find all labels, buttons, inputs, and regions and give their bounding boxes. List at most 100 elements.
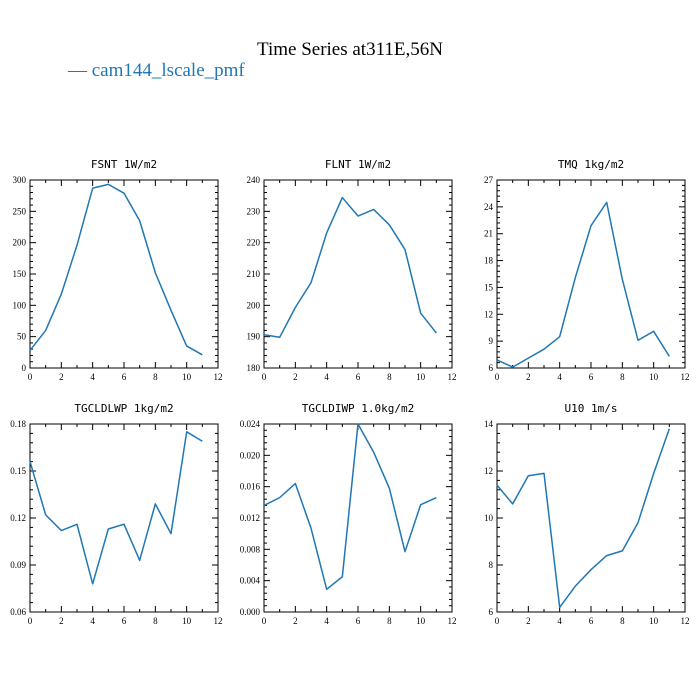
y-tick-label: 0.016 [240, 482, 261, 492]
x-tick-label: 6 [356, 616, 361, 626]
x-tick-label: 8 [153, 372, 158, 382]
y-tick-label: 0.012 [240, 513, 260, 523]
y-tick-label: 8 [489, 560, 494, 570]
y-tick-label: 9 [489, 336, 494, 346]
y-tick-label: 0.000 [240, 607, 261, 617]
y-tick-label: 230 [247, 206, 261, 216]
subplot-1: FSNT 1W/m2 0 2 4 6 8 10 12 0 50 100 150 200 250 300 [13, 158, 223, 382]
subplot-title: TGCLDLWP 1kg/m2 [74, 402, 173, 415]
y-tick-label: 0.008 [240, 544, 261, 554]
plot-frame [29, 179, 219, 369]
y-tick-label: 0.12 [10, 513, 26, 523]
x-tick-label: 12 [681, 372, 690, 382]
y-tick-label: 21 [484, 229, 493, 239]
y-tick-label: 200 [247, 300, 261, 310]
x-tick-label: 8 [620, 372, 625, 382]
y-tick-label: 50 [17, 332, 27, 342]
y-tick-label: 12 [484, 466, 493, 476]
x-tick-label: 0 [28, 372, 33, 382]
subplot-2: FLNT 1W/m2 0 2 4 6 8 10 12 180 190 200 210 220 230 240 [247, 158, 457, 382]
subplot-title: TMQ 1kg/m2 [558, 158, 624, 171]
x-tick-label: 4 [90, 372, 95, 382]
series-line [263, 196, 437, 339]
x-tick-label: 8 [153, 616, 158, 626]
y-tick-label: 0.09 [10, 560, 26, 570]
x-tick-label: 2 [293, 372, 298, 382]
y-tick-label: 18 [484, 256, 494, 266]
y-tick-label: 190 [247, 332, 261, 342]
series-line [496, 428, 671, 609]
x-tick-label: 8 [387, 372, 392, 382]
y-tick-label: 0.06 [10, 607, 26, 617]
x-tick-label: 2 [293, 616, 298, 626]
x-tick-label: 10 [182, 616, 192, 626]
x-tick-label: 0 [495, 616, 500, 626]
x-tick-label: 4 [324, 372, 329, 382]
plot-frame [263, 179, 453, 369]
subplot-6: U10 1m/s 0 2 4 6 8 10 12 6 8 10 12 14 [484, 402, 690, 626]
x-tick-label: 4 [324, 616, 329, 626]
y-tick-label: 150 [13, 269, 27, 279]
x-tick-label: 6 [589, 372, 594, 382]
y-tick-label: 6 [489, 607, 494, 617]
x-tick-label: 8 [620, 616, 625, 626]
x-tick-label: 0 [262, 372, 267, 382]
x-tick-label: 2 [526, 372, 531, 382]
y-tick-label: 200 [13, 238, 27, 248]
y-tick-label: 0.024 [240, 419, 261, 429]
y-tick-label: 0.18 [10, 419, 26, 429]
x-tick-label: 6 [122, 616, 127, 626]
y-tick-label: 12 [484, 309, 493, 319]
x-tick-label: 2 [526, 616, 531, 626]
y-tick-label: 300 [13, 175, 27, 185]
x-tick-label: 2 [59, 372, 64, 382]
subplot-grid: FSNT 1W/m20 2 4 6 8 10 12050100150200250300FLN… [10, 158, 689, 626]
subplot-title: U10 1m/s [565, 402, 618, 415]
x-tick-label: 10 [416, 616, 426, 626]
series-line [496, 201, 670, 368]
x-tick-label: 12 [681, 616, 690, 626]
subplot-title: FLNT 1W/m2 [325, 158, 391, 171]
y-tick-label: 0 [22, 363, 27, 373]
x-tick-label: 4 [557, 372, 562, 382]
x-tick-label: 6 [589, 616, 594, 626]
x-tick-label: 0 [262, 616, 267, 626]
y-tick-label: 0.004 [240, 576, 261, 586]
y-tick-label: 14 [484, 419, 494, 429]
series-line [29, 183, 203, 356]
y-tick-label: 240 [247, 175, 261, 185]
series-line [263, 423, 437, 591]
x-tick-label: 10 [649, 616, 659, 626]
x-tick-label: 6 [122, 372, 127, 382]
y-tick-label: 24 [484, 202, 494, 212]
figure-title: Time Series at311E,56N [257, 39, 443, 60]
y-tick-label: 100 [13, 300, 27, 310]
y-tick-label: 10 [484, 513, 494, 523]
y-tick-label: 220 [247, 238, 261, 248]
x-tick-label: 2 [59, 616, 64, 626]
x-tick-label: 12 [214, 616, 223, 626]
x-tick-label: 0 [495, 372, 500, 382]
y-tick-label: 250 [13, 206, 27, 216]
y-tick-label: 210 [247, 269, 261, 279]
y-tick-label: 180 [247, 363, 261, 373]
subplot-title: FSNT 1W/m2 [91, 158, 157, 171]
x-tick-label: 10 [649, 372, 659, 382]
x-tick-label: 6 [356, 372, 361, 382]
x-tick-label: 12 [448, 372, 457, 382]
y-tick-label: 15 [484, 282, 494, 292]
plot-frame [496, 423, 686, 613]
plot-frame [263, 423, 453, 613]
plot-frame [496, 179, 686, 369]
x-tick-label: 12 [448, 616, 457, 626]
x-tick-label: 4 [90, 616, 95, 626]
x-tick-label: 0 [28, 616, 33, 626]
subplot-4: TGCLDLWP 1kg/m2 0 2 4 6 8 10 12 0.06 0.09 0.12 0.15… [10, 402, 222, 626]
x-tick-label: 10 [416, 372, 426, 382]
x-tick-label: 10 [182, 372, 192, 382]
y-tick-label: 0.020 [240, 450, 261, 460]
y-tick-label: 27 [484, 175, 494, 185]
subplot-5: TGCLDIWP 1.0kg/m2 0 2 4 6 8 10 12 0.000 0.004 0.00… [240, 402, 457, 626]
